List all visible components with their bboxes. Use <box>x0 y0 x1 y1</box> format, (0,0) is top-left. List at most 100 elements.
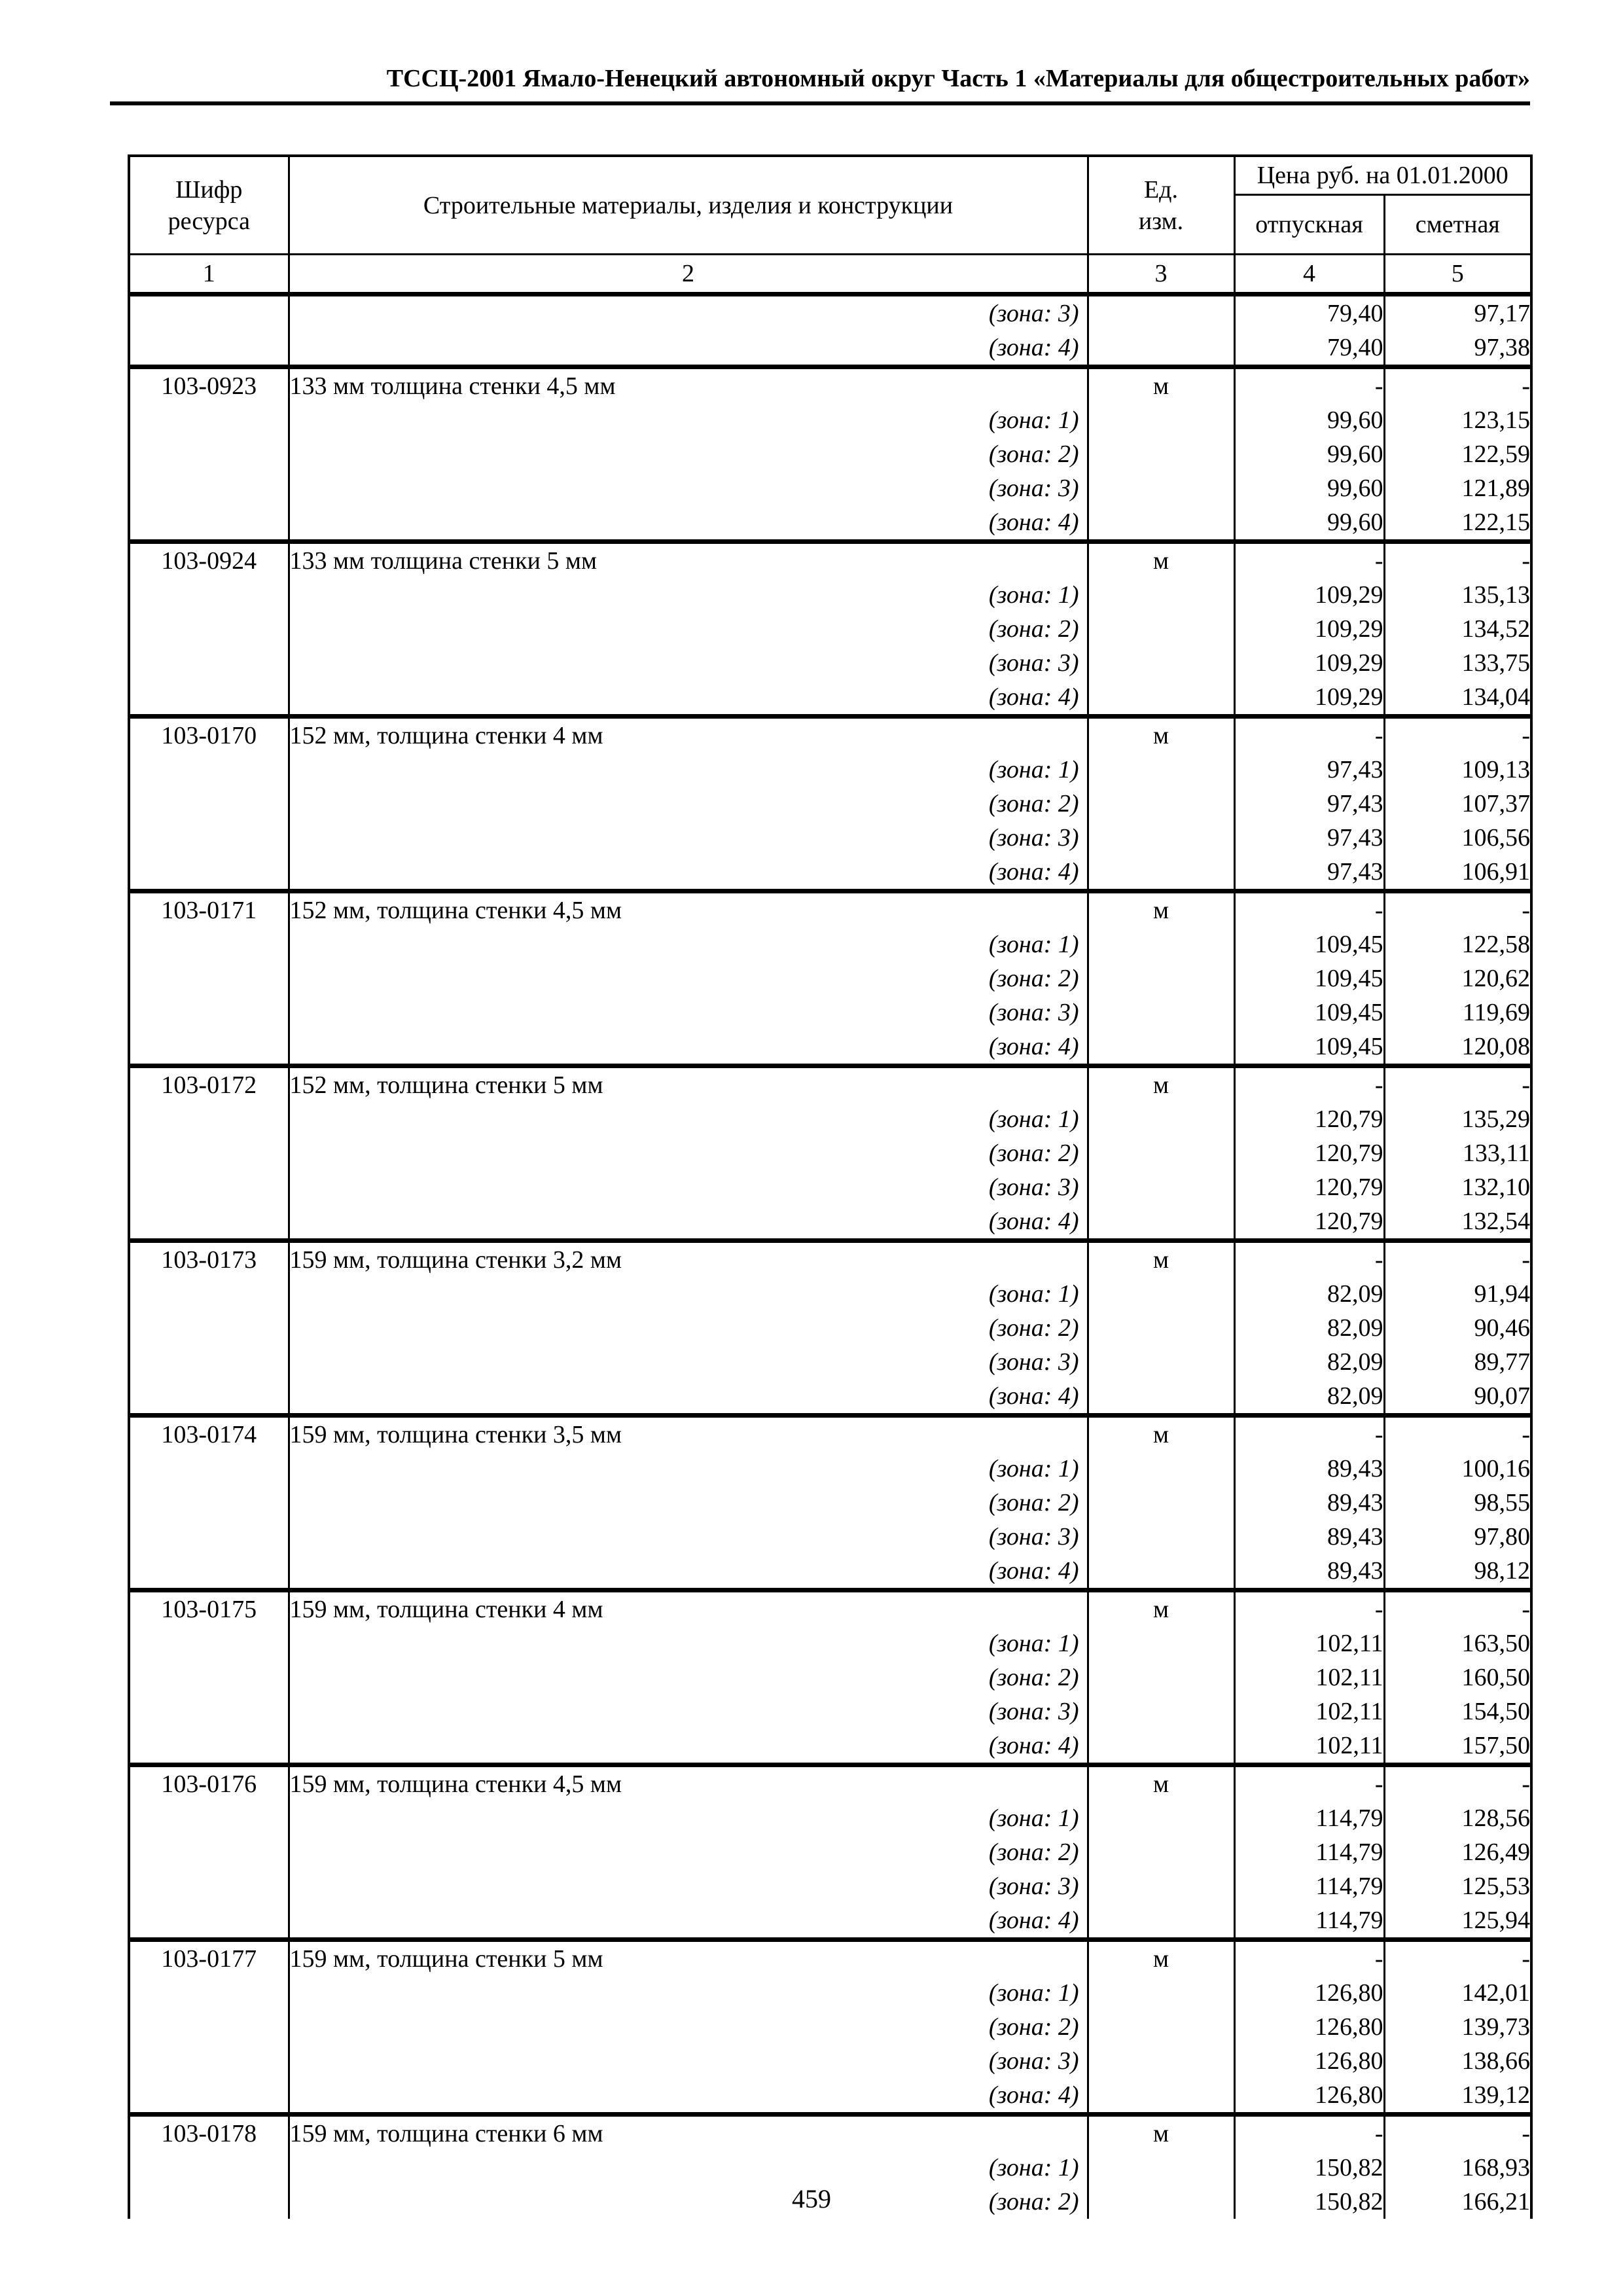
otpusknaya-cell: - <box>1233 2112 1385 2151</box>
otpusknaya-cell: 102,11 <box>1233 1660 1385 1695</box>
zone-row: (зона: 2) 89,43 98,55 <box>128 1486 1533 1520</box>
zone-row: (зона: 3) 126,80 138,66 <box>128 2044 1533 2078</box>
zone-row: (зона: 1) 120,79 135,29 <box>128 1102 1533 1136</box>
table-header: Шифр ресурса Строительные материалы, изд… <box>128 156 1533 296</box>
page-number: 459 <box>792 2184 831 2214</box>
otpusknaya-cell: 150,82 <box>1233 2151 1385 2185</box>
item-code-cell <box>128 1695 290 1729</box>
item-row: 103-0924 133 мм толщина стенки 5 мм м - - <box>128 539 1533 578</box>
zone-row: (зона: 2) 114,79 126,49 <box>128 1835 1533 1869</box>
otpusknaya-cell: 79,40 <box>1233 331 1385 367</box>
otpusknaya-cell: 82,09 <box>1233 1345 1385 1379</box>
otpusknaya-cell: 126,80 <box>1233 2010 1385 2044</box>
item-code-cell <box>128 292 290 331</box>
column-number-cell: 1 <box>128 253 290 296</box>
unit-cell <box>1086 1030 1236 1066</box>
zone-row: (зона: 3) 102,11 154,50 <box>128 1695 1533 1729</box>
item-code-cell <box>128 612 290 646</box>
item-code-cell: 103-0173 <box>128 1238 290 1277</box>
unit-cell <box>1086 1660 1236 1695</box>
unit-cell <box>1086 2010 1236 2044</box>
zone-label-cell: (зона: 1) <box>287 403 1089 437</box>
item-code-cell <box>128 1170 290 1204</box>
zone-row: (зона: 4) 120,79 132,54 <box>128 1204 1533 1241</box>
item-code-cell: 103-0924 <box>128 539 290 578</box>
zone-row: (зона: 4) 97,43 106,91 <box>128 855 1533 891</box>
item-code-cell <box>128 2151 290 2185</box>
smetnaya-cell: 123,15 <box>1383 403 1533 437</box>
item-desc-cell: 159 мм, толщина стенки 5 мм <box>287 1937 1089 1976</box>
otpusknaya-cell: 109,45 <box>1233 927 1385 961</box>
zone-row: (зона: 2) 126,80 139,73 <box>128 2010 1533 2044</box>
otpusknaya-cell: 109,45 <box>1233 1030 1385 1066</box>
otpusknaya-cell: 126,80 <box>1233 1976 1385 2010</box>
smetnaya-cell: 122,58 <box>1383 927 1533 961</box>
unit-cell <box>1086 1554 1236 1590</box>
otpusknaya-cell: 82,09 <box>1233 1277 1385 1311</box>
smetnaya-cell: 122,59 <box>1383 437 1533 471</box>
item-desc-cell: 152 мм, толщина стенки 5 мм <box>287 1064 1089 1102</box>
smetnaya-cell: 91,94 <box>1383 1277 1533 1311</box>
unit-cell <box>1086 1102 1236 1136</box>
smetnaya-cell: 139,12 <box>1383 2078 1533 2115</box>
zone-label-cell: (зона: 1) <box>287 1976 1089 2010</box>
item-code-cell: 103-0174 <box>128 1413 290 1452</box>
item-code-cell <box>128 1030 290 1066</box>
smetnaya-cell: 107,37 <box>1383 787 1533 821</box>
smetnaya-cell: 132,54 <box>1383 1204 1533 1241</box>
smetnaya-cell: 133,11 <box>1383 1136 1533 1170</box>
zone-row: (зона: 4) 99,60 122,15 <box>128 505 1533 542</box>
unit-cell <box>1086 1903 1236 1940</box>
header-cell-price-group: Цена руб. на 01.01.2000 <box>1233 156 1533 196</box>
unit-cell <box>1086 1170 1236 1204</box>
otpusknaya-cell: 120,79 <box>1233 1204 1385 1241</box>
unit-cell: м <box>1086 365 1236 403</box>
item-code-cell: 103-0170 <box>128 714 290 753</box>
unit-cell <box>1086 578 1236 612</box>
zone-row: (зона: 3) 109,29 133,75 <box>128 646 1533 680</box>
header-cell-smetnaya: сметная <box>1383 194 1533 255</box>
item-desc-cell: 159 мм, толщина стенки 4 мм <box>287 1588 1089 1626</box>
smetnaya-cell: 119,69 <box>1383 996 1533 1030</box>
unit-cell <box>1086 996 1236 1030</box>
document-header-title: ТССЦ-2001 Ямало-Ненецкий автономный окру… <box>386 65 1530 92</box>
zone-label-cell: (зона: 4) <box>287 1903 1089 1940</box>
smetnaya-cell: 157,50 <box>1383 1729 1533 1765</box>
zone-row: (зона: 2) 99,60 122,59 <box>128 437 1533 471</box>
zone-label-cell: (зона: 2) <box>287 612 1089 646</box>
unit-cell <box>1086 927 1236 961</box>
smetnaya-cell: 134,04 <box>1383 680 1533 717</box>
smetnaya-cell: 100,16 <box>1383 1452 1533 1486</box>
unit-cell <box>1086 961 1236 996</box>
item-code-cell <box>128 1486 290 1520</box>
item-code-cell <box>128 646 290 680</box>
zone-label-cell: (зона: 1) <box>287 1626 1089 1660</box>
zone-label-cell: (зона: 2) <box>287 1136 1089 1170</box>
smetnaya-cell: 90,07 <box>1383 1379 1533 1416</box>
item-row: 103-0176 159 мм, толщина стенки 4,5 мм м - - <box>128 1763 1533 1801</box>
zone-label-cell: (зона: 3) <box>287 1170 1089 1204</box>
header-cell-materials: Строительные материалы, изделия и констр… <box>287 156 1089 255</box>
item-code-cell <box>128 331 290 367</box>
unit-cell: м <box>1086 539 1236 578</box>
zone-row: (зона: 1) 114,79 128,56 <box>128 1801 1533 1835</box>
otpusknaya-cell: 89,43 <box>1233 1520 1385 1554</box>
unit-cell <box>1086 680 1236 717</box>
smetnaya-cell: 166,21 <box>1383 2185 1533 2219</box>
smetnaya-cell: 89,77 <box>1383 1345 1533 1379</box>
unit-cell <box>1086 2151 1236 2185</box>
otpusknaya-cell: - <box>1233 539 1385 578</box>
smetnaya-cell: 135,13 <box>1383 578 1533 612</box>
item-code-cell <box>128 927 290 961</box>
unit-cell <box>1086 331 1236 367</box>
item-code-cell <box>128 1204 290 1241</box>
smetnaya-cell: 128,56 <box>1383 1801 1533 1835</box>
smetnaya-cell: - <box>1383 1413 1533 1452</box>
zone-label-cell: (зона: 3) <box>287 996 1089 1030</box>
smetnaya-cell: 109,13 <box>1383 753 1533 787</box>
column-number-cell: 2 <box>287 253 1089 296</box>
unit-cell <box>1086 1452 1236 1486</box>
zone-row: (зона: 2) 82,09 90,46 <box>128 1311 1533 1345</box>
otpusknaya-cell: 109,29 <box>1233 612 1385 646</box>
otpusknaya-cell: 99,60 <box>1233 437 1385 471</box>
